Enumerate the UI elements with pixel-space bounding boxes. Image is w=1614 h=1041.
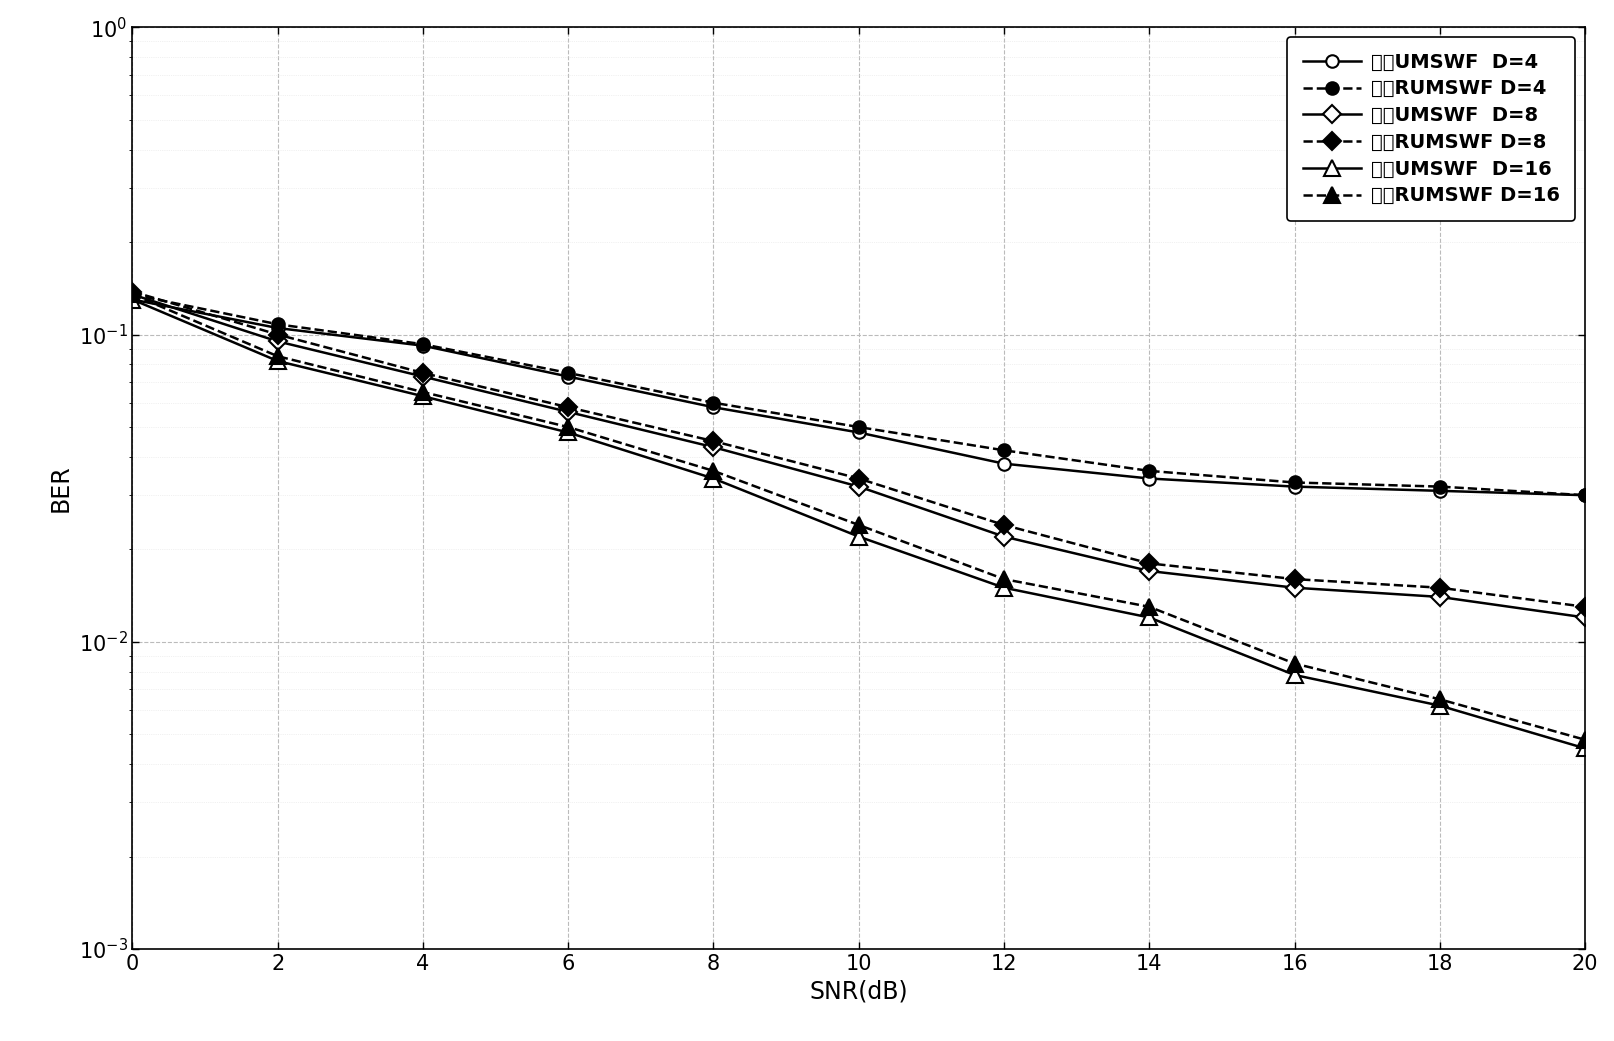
基于RUMSWF D=16 (704, 464, 723, 477)
Line: 基于UMSWF  D=4: 基于UMSWF D=4 (126, 294, 1590, 502)
基于UMSWF  D=8 (1285, 582, 1304, 594)
基于RUMSWF D=16 (1285, 657, 1304, 669)
基于RUMSWF D=16 (413, 386, 433, 399)
基于RUMSWF D=8 (994, 518, 1014, 531)
Legend: 基于UMSWF  D=4, 基于RUMSWF D=4, 基于UMSWF  D=8, 基于RUMSWF D=8, 基于UMSWF  D=16, 基于RUMSWF : 基于UMSWF D=4, 基于RUMSWF D=4, 基于UMSWF D=8, … (1286, 37, 1574, 221)
基于RUMSWF D=8 (413, 366, 433, 379)
基于UMSWF  D=4 (994, 457, 1014, 469)
基于RUMSWF D=8 (1430, 582, 1449, 594)
基于RUMSWF D=8 (268, 328, 287, 340)
基于RUMSWF D=8 (558, 401, 578, 413)
基于UMSWF  D=8 (1574, 611, 1593, 624)
基于UMSWF  D=16 (558, 426, 578, 438)
基于RUMSWF D=4 (268, 319, 287, 331)
基于UMSWF  D=4 (704, 401, 723, 413)
Line: 基于UMSWF  D=16: 基于UMSWF D=16 (124, 291, 1591, 756)
基于UMSWF  D=4 (1139, 473, 1159, 485)
基于RUMSWF D=8 (123, 285, 142, 298)
基于RUMSWF D=16 (558, 421, 578, 433)
基于UMSWF  D=4 (413, 339, 433, 352)
基于UMSWF  D=8 (849, 480, 868, 492)
Y-axis label: BER: BER (48, 464, 73, 512)
基于UMSWF  D=4 (849, 426, 868, 438)
基于UMSWF  D=16 (413, 390, 433, 403)
基于UMSWF  D=16 (123, 294, 142, 306)
基于RUMSWF D=16 (123, 288, 142, 301)
基于RUMSWF D=4 (704, 397, 723, 409)
基于UMSWF  D=4 (123, 294, 142, 306)
基于UMSWF  D=8 (558, 406, 578, 418)
基于RUMSWF D=16 (1574, 734, 1593, 746)
基于RUMSWF D=4 (123, 288, 142, 301)
基于UMSWF  D=8 (1139, 565, 1159, 578)
基于UMSWF  D=4 (558, 371, 578, 383)
基于RUMSWF D=16 (849, 518, 868, 531)
基于RUMSWF D=16 (1139, 601, 1159, 613)
基于UMSWF  D=16 (1430, 700, 1449, 712)
基于RUMSWF D=4 (849, 421, 868, 433)
基于RUMSWF D=8 (849, 473, 868, 485)
基于UMSWF  D=16 (994, 582, 1014, 594)
基于RUMSWF D=16 (1430, 693, 1449, 706)
基于RUMSWF D=4 (1139, 464, 1159, 477)
Line: 基于RUMSWF D=16: 基于RUMSWF D=16 (124, 287, 1591, 747)
基于UMSWF  D=16 (1574, 742, 1593, 755)
基于RUMSWF D=8 (1285, 573, 1304, 585)
基于UMSWF  D=4 (268, 322, 287, 334)
基于UMSWF  D=8 (994, 530, 1014, 542)
基于RUMSWF D=8 (1139, 557, 1159, 569)
基于RUMSWF D=4 (558, 366, 578, 379)
X-axis label: SNR(dB): SNR(dB) (809, 980, 907, 1004)
基于UMSWF  D=16 (1285, 668, 1304, 681)
基于UMSWF  D=8 (268, 335, 287, 348)
基于UMSWF  D=8 (123, 288, 142, 301)
Line: 基于RUMSWF D=4: 基于RUMSWF D=4 (126, 288, 1590, 502)
Line: 基于UMSWF  D=8: 基于UMSWF D=8 (126, 288, 1590, 624)
基于RUMSWF D=16 (268, 350, 287, 362)
基于RUMSWF D=4 (413, 338, 433, 351)
基于UMSWF  D=4 (1285, 480, 1304, 492)
基于UMSWF  D=8 (1430, 590, 1449, 603)
Line: 基于RUMSWF D=8: 基于RUMSWF D=8 (126, 285, 1590, 613)
基于RUMSWF D=4 (1574, 489, 1593, 502)
基于UMSWF  D=16 (1139, 611, 1159, 624)
基于RUMSWF D=4 (1285, 476, 1304, 488)
基于RUMSWF D=8 (704, 435, 723, 448)
基于UMSWF  D=8 (704, 441, 723, 454)
基于RUMSWF D=8 (1574, 601, 1593, 613)
基于UMSWF  D=16 (849, 530, 868, 542)
基于UMSWF  D=16 (268, 355, 287, 367)
基于RUMSWF D=16 (994, 573, 1014, 585)
基于UMSWF  D=4 (1430, 485, 1449, 498)
基于RUMSWF D=4 (994, 445, 1014, 457)
基于UMSWF  D=4 (1574, 489, 1593, 502)
基于UMSWF  D=16 (704, 473, 723, 485)
基于RUMSWF D=4 (1430, 480, 1449, 492)
基于UMSWF  D=8 (413, 371, 433, 383)
